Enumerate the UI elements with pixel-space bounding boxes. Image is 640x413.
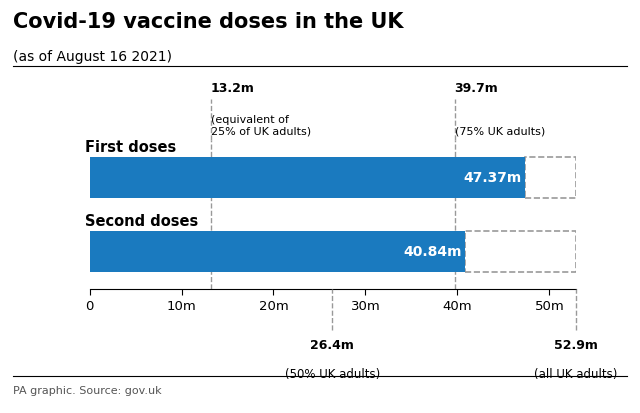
Bar bbox=[465, 231, 576, 273]
Text: Covid-19 vaccine doses in the UK: Covid-19 vaccine doses in the UK bbox=[13, 12, 403, 32]
Text: (75% UK adults): (75% UK adults) bbox=[454, 126, 545, 136]
Bar bbox=[90, 231, 465, 273]
Text: 13.2m: 13.2m bbox=[211, 82, 255, 95]
Text: 39.7m: 39.7m bbox=[454, 82, 499, 95]
Bar bbox=[90, 157, 525, 198]
Text: Second doses: Second doses bbox=[85, 214, 198, 229]
Text: PA graphic. Source: gov.uk: PA graphic. Source: gov.uk bbox=[13, 387, 161, 396]
Text: 47.37m: 47.37m bbox=[463, 171, 522, 185]
Text: (equivalent of
25% of UK adults): (equivalent of 25% of UK adults) bbox=[211, 115, 311, 136]
Text: (50% UK adults): (50% UK adults) bbox=[285, 368, 380, 380]
Text: (as of August 16 2021): (as of August 16 2021) bbox=[13, 50, 172, 64]
Text: 26.4m: 26.4m bbox=[310, 339, 355, 351]
Text: First doses: First doses bbox=[85, 140, 176, 155]
Text: 40.84m: 40.84m bbox=[403, 245, 461, 259]
Text: 52.9m: 52.9m bbox=[554, 339, 598, 351]
Bar bbox=[525, 157, 576, 198]
Text: (all UK adults): (all UK adults) bbox=[534, 368, 618, 380]
